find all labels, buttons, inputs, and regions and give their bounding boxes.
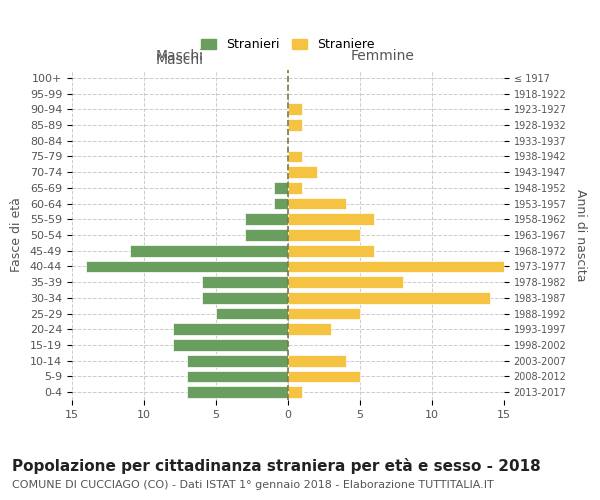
Bar xyxy=(288,166,317,178)
Bar xyxy=(288,214,374,225)
Bar xyxy=(288,150,302,162)
Text: COMUNE DI CUCCIAGO (CO) - Dati ISTAT 1° gennaio 2018 - Elaborazione TUTTITALIA.I: COMUNE DI CUCCIAGO (CO) - Dati ISTAT 1° … xyxy=(12,480,494,490)
Bar xyxy=(288,229,360,241)
Bar xyxy=(202,276,288,288)
Bar xyxy=(288,260,504,272)
Bar xyxy=(245,214,288,225)
Bar xyxy=(288,370,360,382)
Bar xyxy=(288,182,302,194)
Bar xyxy=(130,245,288,256)
Bar xyxy=(173,324,288,335)
Y-axis label: Fasce di età: Fasce di età xyxy=(10,198,23,272)
Y-axis label: Anni di nascita: Anni di nascita xyxy=(574,188,587,281)
Text: Maschi: Maschi xyxy=(156,50,204,64)
Bar xyxy=(288,386,302,398)
Text: Femmine: Femmine xyxy=(351,50,415,64)
Text: Popolazione per cittadinanza straniera per età e sesso - 2018: Popolazione per cittadinanza straniera p… xyxy=(12,458,541,473)
Bar xyxy=(288,245,374,256)
Bar xyxy=(187,386,288,398)
Bar xyxy=(216,308,288,320)
Bar xyxy=(274,182,288,194)
Bar xyxy=(288,292,490,304)
Text: Maschi: Maschi xyxy=(156,53,204,67)
Bar xyxy=(288,198,346,209)
Legend: Stranieri, Straniere: Stranieri, Straniere xyxy=(196,34,380,56)
Bar xyxy=(288,355,346,366)
Bar xyxy=(288,104,302,115)
Bar xyxy=(288,276,403,288)
Bar xyxy=(86,260,288,272)
Bar xyxy=(288,308,360,320)
Bar xyxy=(288,119,302,131)
Bar xyxy=(187,370,288,382)
Bar xyxy=(245,229,288,241)
Bar xyxy=(288,324,331,335)
Bar xyxy=(173,339,288,351)
Bar xyxy=(274,198,288,209)
Bar xyxy=(202,292,288,304)
Bar xyxy=(187,355,288,366)
